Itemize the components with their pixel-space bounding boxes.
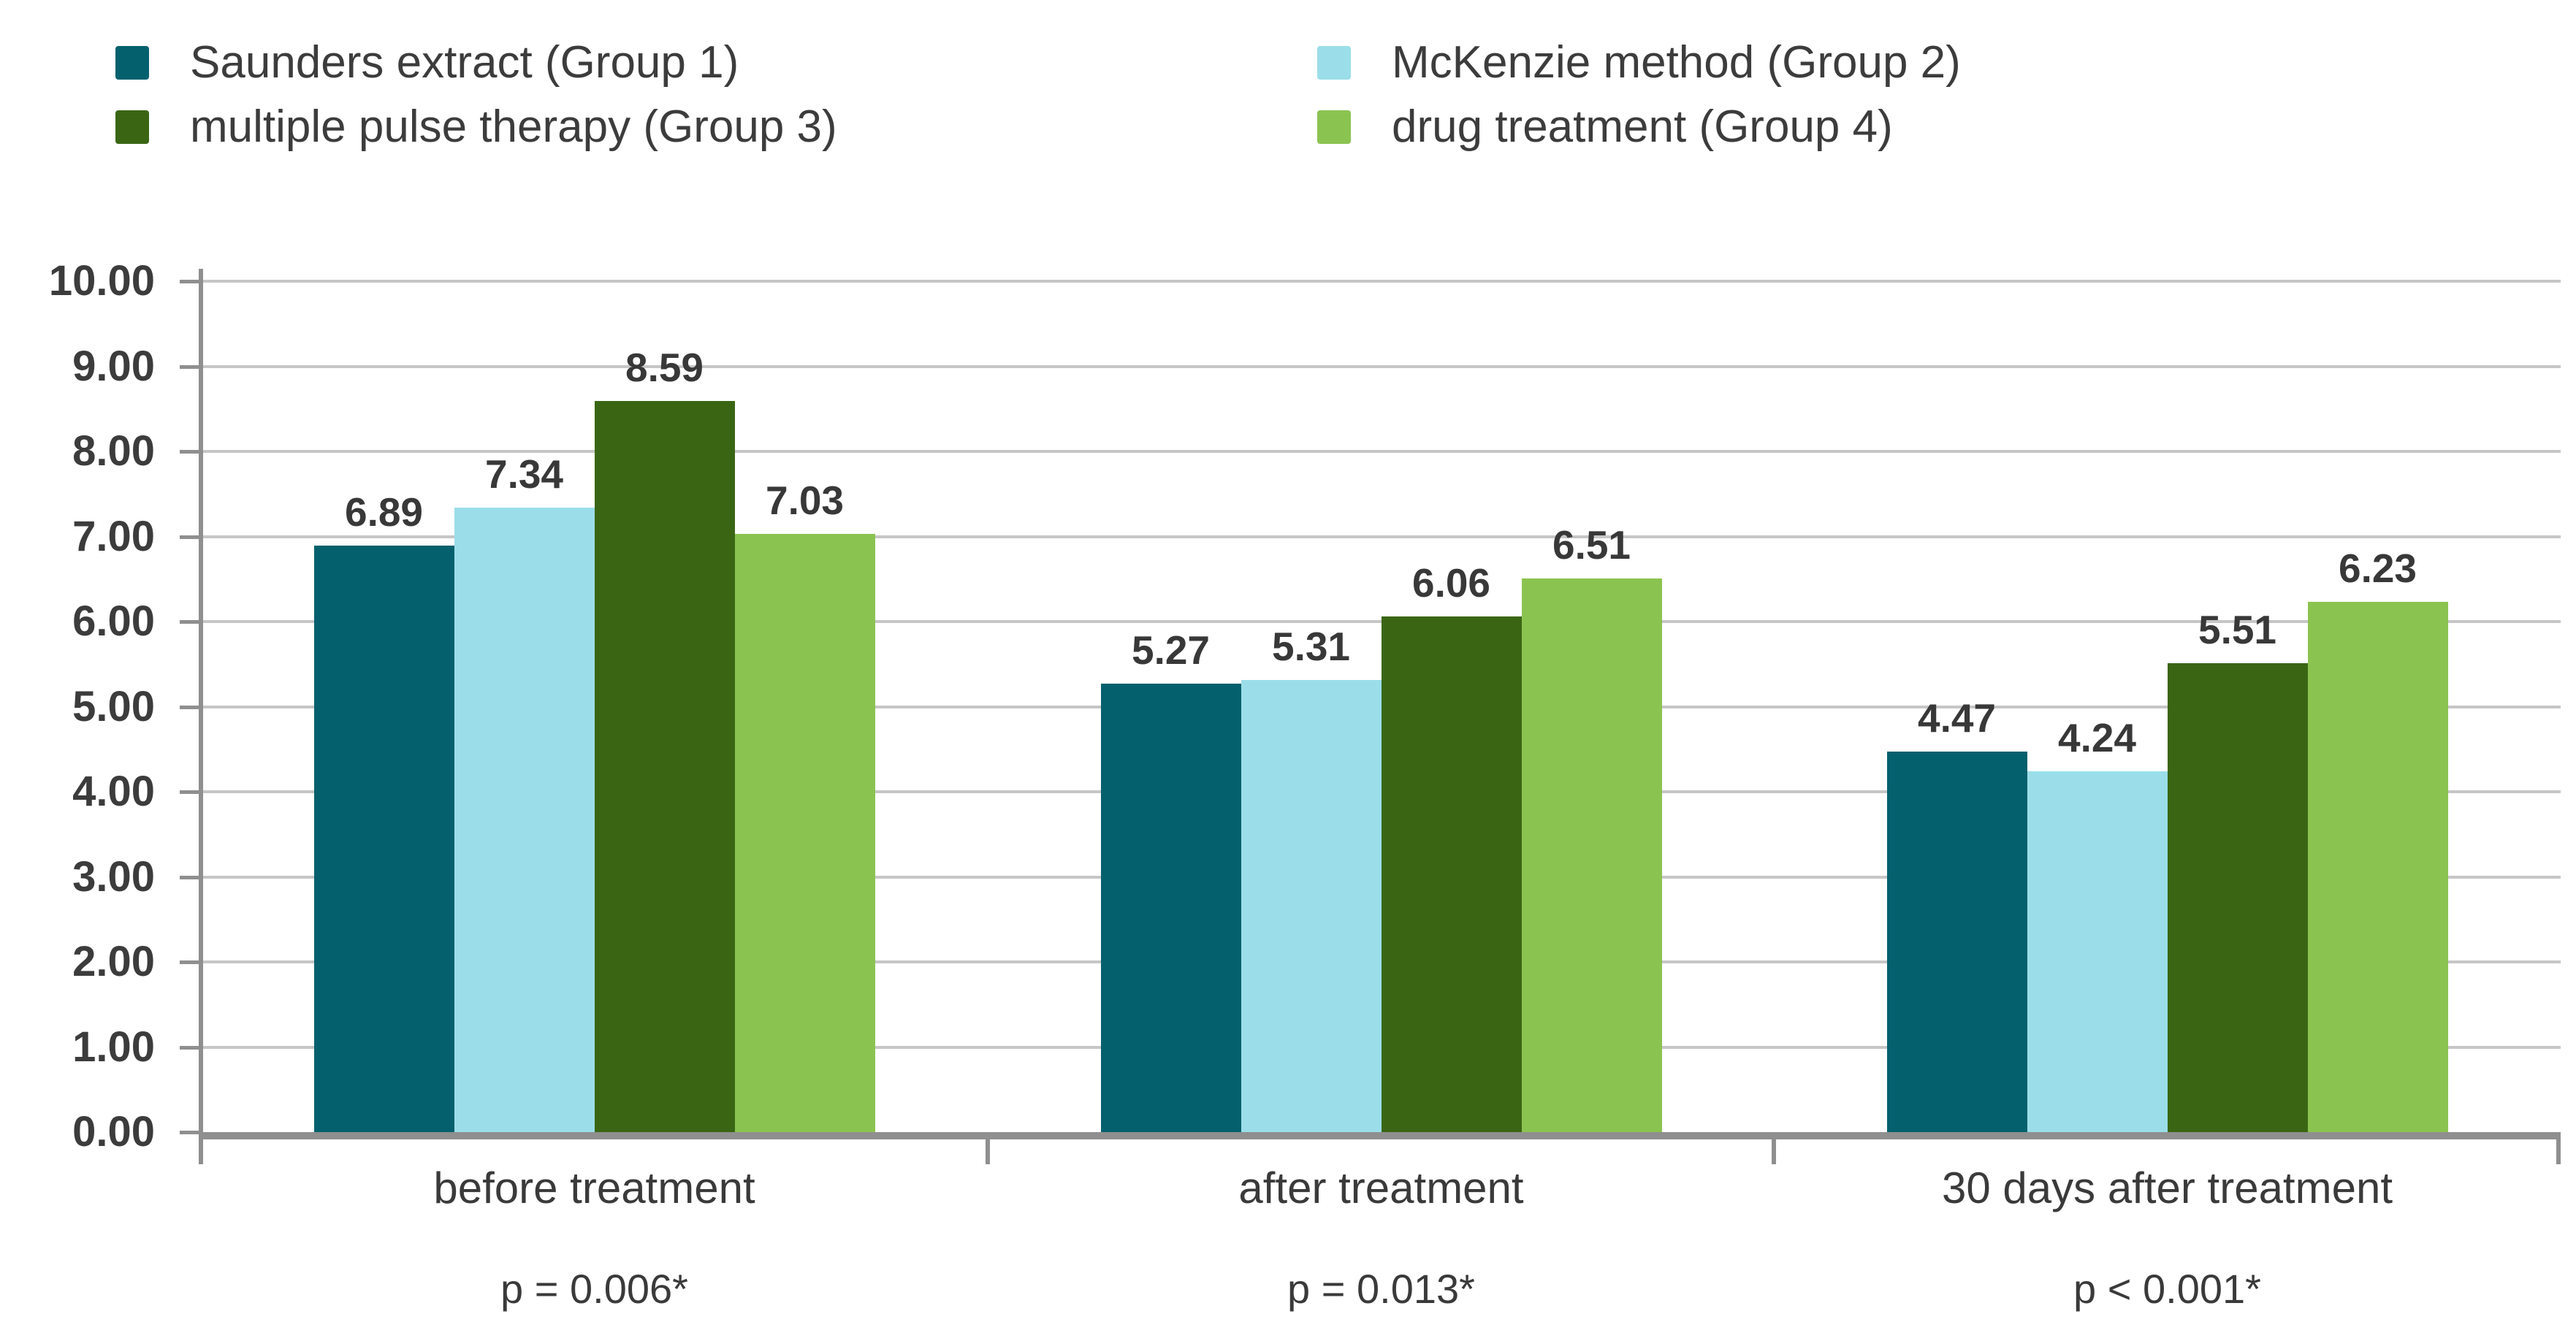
bar-series-1 xyxy=(313,546,454,1132)
p-value-label: p = 0.006* xyxy=(500,1266,688,1312)
x-axis-tick xyxy=(199,1134,203,1164)
bar-series-4 xyxy=(2307,602,2448,1132)
y-tick-label: 4.00 xyxy=(72,768,155,815)
x-axis-line xyxy=(201,1132,2561,1139)
bar-group-30-days-after-treatment: 4.47 4.24 5.51 6.23 30 days after treatment… xyxy=(1774,281,2561,1341)
gridline xyxy=(201,364,2561,368)
legend-label-group3: multiple pulse therapy (Group 3) xyxy=(190,102,837,152)
bars-container: 5.27 5.31 6.06 6.51 xyxy=(988,281,1775,1132)
bar-group-after-treatment: 5.27 5.31 6.06 6.51 after treatment p = 0.0… xyxy=(988,281,1775,1341)
y-axis-tick xyxy=(180,620,202,624)
y-axis-tick xyxy=(180,280,202,283)
bar-value-label: 7.03 xyxy=(765,478,845,524)
y-tick-label: 7.00 xyxy=(72,512,155,560)
bar-series-3 xyxy=(1381,616,1522,1132)
legend-item-group3: multiple pulse therapy (Group 3) xyxy=(115,104,837,150)
legend-swatch-group3 xyxy=(115,110,149,144)
bars-container: 4.47 4.24 5.51 6.23 xyxy=(1774,281,2561,1132)
y-tick-label: 1.00 xyxy=(72,1023,155,1071)
gridline xyxy=(201,450,2561,453)
p-value-label: p < 0.001* xyxy=(2073,1266,2261,1312)
bar-series-1 xyxy=(1100,684,1241,1132)
category-label: after treatment xyxy=(1238,1164,1524,1212)
legend-item-group1: Saunders extract (Group 1) xyxy=(115,39,739,86)
bar-value-label: 5.51 xyxy=(2198,607,2277,653)
legend-swatch-group2 xyxy=(1317,46,1351,80)
bar-series-4 xyxy=(734,534,875,1132)
bar-series-2 xyxy=(1241,680,1382,1132)
bar-value-label: 5.31 xyxy=(1271,624,1351,670)
legend-swatch-group1 xyxy=(115,46,149,80)
bar-value-label: 4.47 xyxy=(1917,695,1997,741)
y-axis-tick xyxy=(180,790,202,794)
bar-value-label: 4.24 xyxy=(2057,715,2137,761)
y-tick-label: 2.00 xyxy=(72,938,155,985)
legend-item-group2: McKenzie method (Group 2) xyxy=(1317,39,1961,86)
bar-series-2 xyxy=(2027,771,2168,1132)
y-tick-label: 8.00 xyxy=(72,427,155,475)
y-axis-tick xyxy=(180,364,202,369)
y-tick-label: 10.00 xyxy=(48,257,155,305)
bar-series-3 xyxy=(594,401,735,1132)
bar-series-3 xyxy=(2167,663,2308,1132)
gridline xyxy=(201,280,2561,283)
x-axis-tick xyxy=(2556,1134,2561,1164)
y-axis-tick xyxy=(180,1045,202,1050)
legend-label-group4: drug treatment (Group 4) xyxy=(1392,102,1893,152)
bar-group-before-treatment: 6.89 7.34 8.59 7.03 before treatment p = 0.… xyxy=(201,281,988,1341)
y-axis-tick xyxy=(180,450,202,454)
bars-container: 6.89 7.34 8.59 7.03 xyxy=(201,281,988,1132)
bar-value-label: 5.27 xyxy=(1131,627,1211,673)
bar-value-label: 6.89 xyxy=(344,489,424,535)
y-axis-tick xyxy=(180,1131,202,1134)
category-label: before treatment xyxy=(433,1164,755,1212)
y-axis-line xyxy=(199,269,203,1163)
x-axis-tick xyxy=(986,1134,990,1164)
gridline xyxy=(201,620,2561,623)
y-axis-tick xyxy=(180,875,202,879)
x-axis-tick xyxy=(1772,1134,1776,1164)
y-axis-tick xyxy=(180,705,202,709)
bar-value-label: 7.34 xyxy=(484,451,564,497)
y-tick-label: 6.00 xyxy=(72,597,155,645)
y-tick-label: 0.00 xyxy=(72,1108,155,1155)
legend-label-group2: McKenzie method (Group 2) xyxy=(1392,37,1961,88)
legend-label-group1: Saunders extract (Group 1) xyxy=(190,37,739,88)
bar-value-label: 6.23 xyxy=(2338,546,2417,592)
p-value-label: p = 0.013* xyxy=(1287,1266,1475,1312)
y-axis-tick xyxy=(180,960,202,964)
y-axis-tick xyxy=(180,535,202,539)
legend-item-group4: drug treatment (Group 4) xyxy=(1317,104,1893,150)
bar-value-label: 6.51 xyxy=(1552,522,1631,568)
bar-series-1 xyxy=(1886,752,2027,1132)
y-tick-label: 3.00 xyxy=(72,852,155,901)
legend-swatch-group4 xyxy=(1317,110,1351,144)
gridline xyxy=(201,535,2561,538)
bar-value-label: 8.59 xyxy=(625,345,704,391)
y-tick-label: 9.00 xyxy=(72,342,155,390)
bar-value-label: 6.06 xyxy=(1411,560,1491,606)
category-label: 30 days after treatment xyxy=(1942,1164,2393,1212)
bar-series-2 xyxy=(454,507,595,1132)
bar-series-4 xyxy=(1521,578,1662,1132)
y-tick-label: 5.00 xyxy=(72,682,155,730)
